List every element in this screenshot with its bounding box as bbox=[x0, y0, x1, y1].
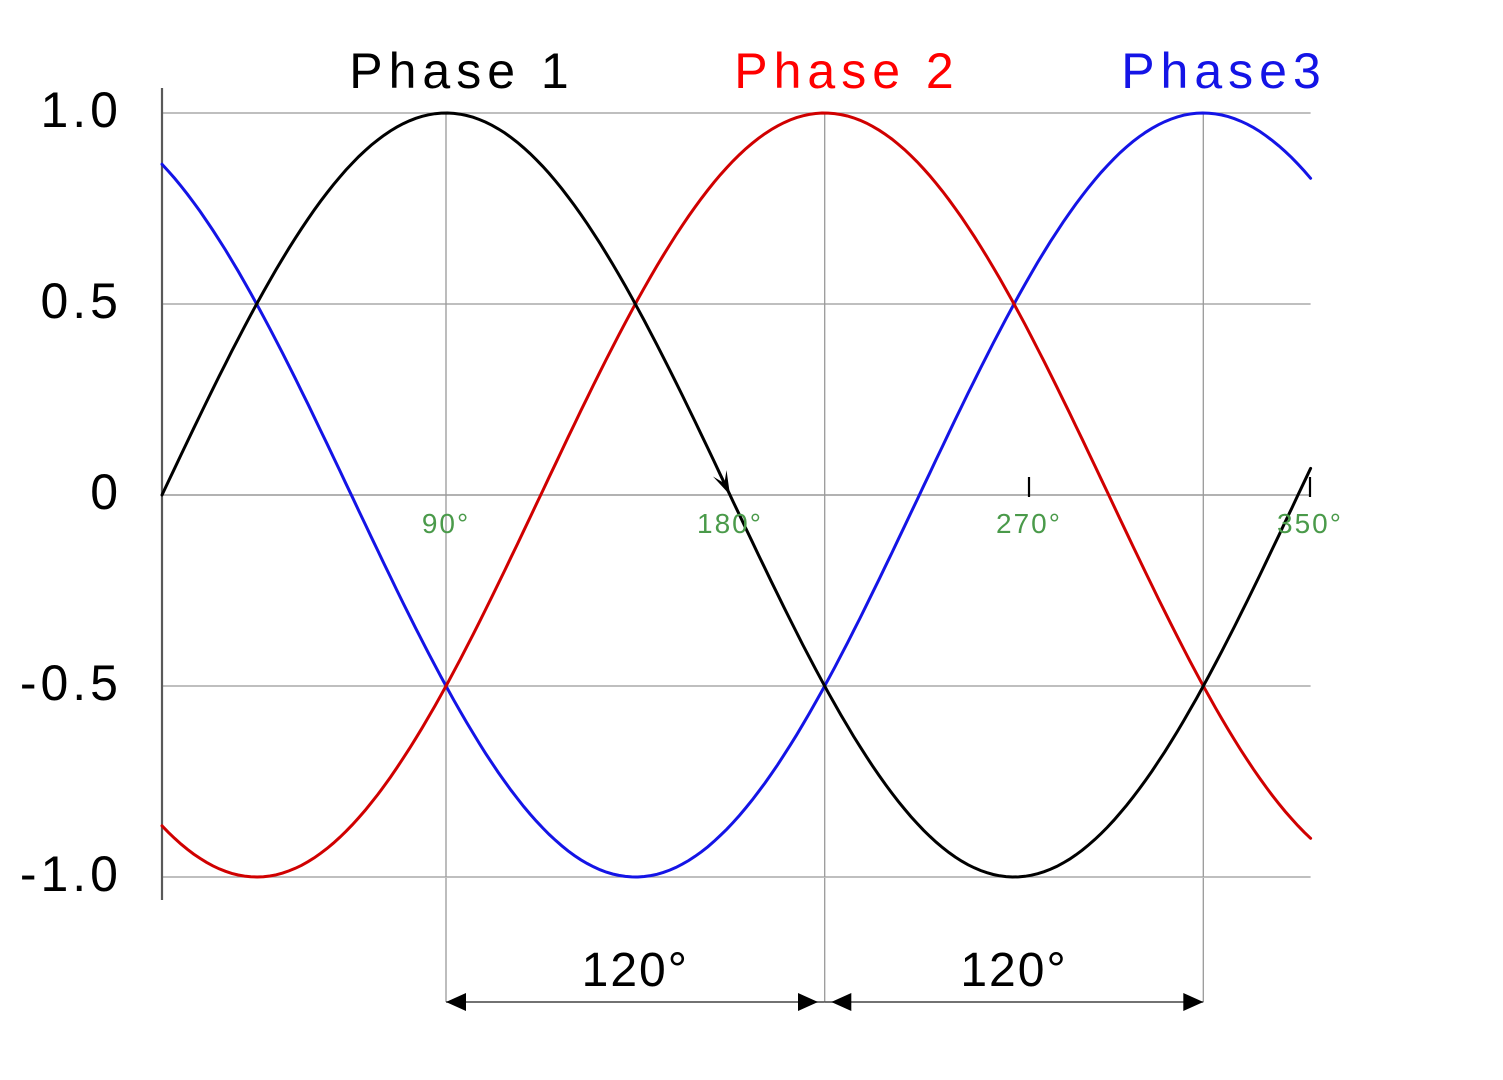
svg-text:350°: 350° bbox=[1277, 508, 1343, 539]
svg-text:270°: 270° bbox=[996, 508, 1062, 539]
svg-text:0: 0 bbox=[90, 464, 122, 520]
svg-text:Phase 1: Phase 1 bbox=[349, 43, 574, 99]
svg-text:Phase 2: Phase 2 bbox=[734, 43, 959, 99]
svg-text:-1.0: -1.0 bbox=[20, 846, 122, 902]
svg-text:120°: 120° bbox=[582, 944, 689, 997]
svg-text:120°: 120° bbox=[960, 944, 1067, 997]
svg-text:0.5: 0.5 bbox=[40, 273, 122, 329]
svg-text:180°: 180° bbox=[697, 508, 763, 539]
svg-text:1.0: 1.0 bbox=[40, 82, 122, 138]
svg-text:Phase3: Phase3 bbox=[1121, 43, 1327, 99]
svg-text:90°: 90° bbox=[422, 508, 470, 539]
svg-text:-0.5: -0.5 bbox=[20, 655, 122, 711]
